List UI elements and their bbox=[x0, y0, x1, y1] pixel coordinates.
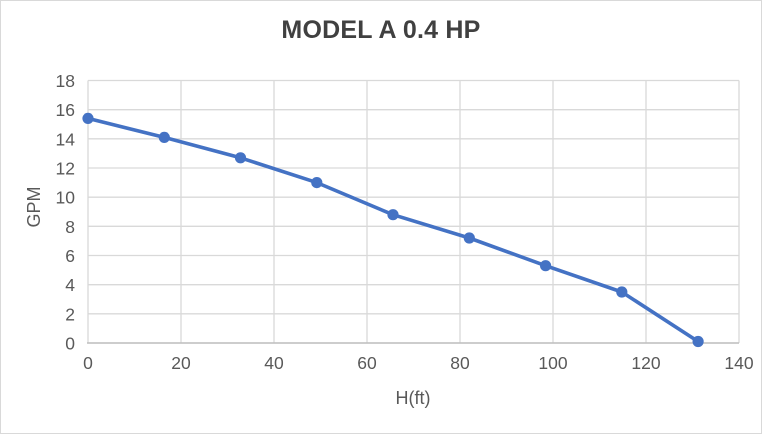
x-axis-tick-label: 100 bbox=[538, 353, 567, 373]
data-point bbox=[463, 232, 475, 244]
plot-generated-layer: 0 2 4 6 8 10 12 14 16 18 0 20 40 60 80 100 120 140 bbox=[56, 71, 754, 373]
y-axis-tick-label: 10 bbox=[56, 188, 76, 208]
data-point bbox=[82, 112, 94, 124]
y-axis-tick-label: 8 bbox=[65, 217, 75, 237]
y-axis-title: GPM bbox=[24, 186, 44, 227]
data-point bbox=[616, 286, 628, 298]
chart-title: MODEL A 0.4 HP bbox=[281, 16, 481, 44]
y-axis-tick-label: 0 bbox=[65, 334, 75, 354]
x-axis-tick-label: 120 bbox=[631, 353, 660, 373]
data-point bbox=[158, 131, 170, 143]
data-point bbox=[540, 260, 552, 272]
x-axis-title: H(ft) bbox=[396, 388, 431, 408]
x-axis-tick-label: 20 bbox=[171, 353, 191, 373]
x-axis-tick-label: 80 bbox=[450, 353, 470, 373]
y-axis-tick-label: 12 bbox=[56, 159, 75, 179]
y-axis-tick-label: 18 bbox=[56, 71, 75, 91]
data-point bbox=[387, 209, 399, 221]
y-axis-tick-label: 16 bbox=[56, 100, 75, 120]
x-axis-tick-label: 60 bbox=[357, 353, 377, 373]
y-axis-tick-label: 6 bbox=[65, 246, 75, 266]
x-axis-tick-label: 40 bbox=[264, 353, 284, 373]
x-axis-tick-label: 140 bbox=[724, 353, 753, 373]
y-axis-tick-label: 2 bbox=[65, 304, 75, 324]
series-line bbox=[86, 116, 700, 344]
data-point bbox=[311, 177, 323, 189]
y-axis-tick-label: 14 bbox=[56, 129, 76, 149]
data-point bbox=[234, 152, 247, 164]
x-axis-tick-label: 0 bbox=[83, 353, 93, 373]
data-point bbox=[692, 335, 704, 348]
y-axis-tick-label: 4 bbox=[65, 275, 75, 295]
